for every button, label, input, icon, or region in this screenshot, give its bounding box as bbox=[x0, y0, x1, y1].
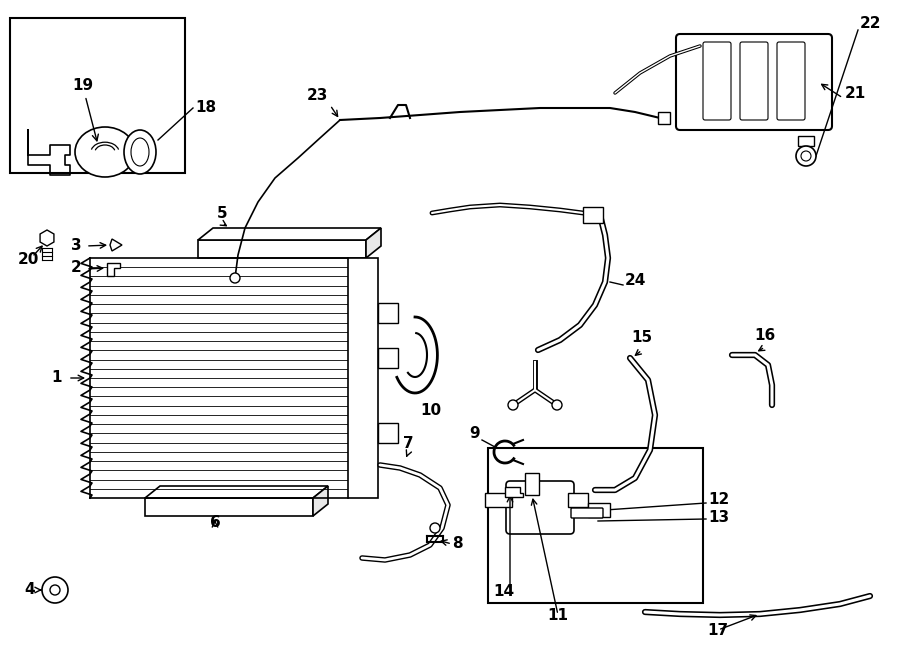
Text: 4: 4 bbox=[24, 582, 35, 598]
FancyBboxPatch shape bbox=[506, 481, 574, 534]
Ellipse shape bbox=[75, 127, 135, 177]
Text: 21: 21 bbox=[845, 86, 866, 101]
FancyBboxPatch shape bbox=[740, 42, 768, 120]
Circle shape bbox=[552, 400, 562, 410]
Polygon shape bbox=[40, 230, 54, 246]
FancyBboxPatch shape bbox=[777, 42, 805, 120]
Polygon shape bbox=[198, 228, 381, 240]
Bar bbox=[378, 303, 398, 323]
Text: 6: 6 bbox=[210, 515, 220, 530]
Text: 9: 9 bbox=[470, 426, 480, 441]
Polygon shape bbox=[588, 503, 610, 517]
Text: 20: 20 bbox=[17, 253, 39, 268]
Bar bbox=[568, 493, 588, 507]
Bar bbox=[378, 423, 398, 443]
Bar bbox=[658, 112, 670, 124]
Text: 8: 8 bbox=[452, 536, 463, 551]
Text: 24: 24 bbox=[625, 273, 646, 288]
Text: 7: 7 bbox=[402, 436, 413, 451]
Polygon shape bbox=[107, 263, 120, 276]
Text: 11: 11 bbox=[547, 608, 569, 623]
Circle shape bbox=[796, 146, 816, 166]
Text: 17: 17 bbox=[707, 623, 729, 638]
Text: 14: 14 bbox=[493, 584, 514, 598]
Text: 15: 15 bbox=[632, 330, 652, 345]
Text: 5: 5 bbox=[217, 206, 228, 221]
Text: 2: 2 bbox=[71, 260, 82, 276]
Bar bbox=[488, 448, 703, 603]
Bar bbox=[198, 240, 366, 258]
FancyBboxPatch shape bbox=[676, 34, 832, 130]
Bar bbox=[525, 473, 539, 495]
Ellipse shape bbox=[131, 138, 149, 166]
Text: 22: 22 bbox=[860, 16, 881, 31]
Circle shape bbox=[801, 151, 811, 161]
Polygon shape bbox=[366, 228, 381, 258]
Circle shape bbox=[508, 400, 518, 410]
Bar bbox=[10, 18, 185, 173]
Text: 12: 12 bbox=[708, 492, 729, 508]
Text: 1: 1 bbox=[51, 371, 62, 385]
Bar bbox=[485, 493, 512, 507]
Bar bbox=[348, 258, 378, 498]
FancyBboxPatch shape bbox=[703, 42, 731, 120]
Circle shape bbox=[230, 273, 240, 283]
Text: 16: 16 bbox=[754, 328, 776, 343]
Bar bbox=[583, 207, 603, 223]
Text: 13: 13 bbox=[708, 510, 729, 524]
Bar bbox=[378, 348, 398, 368]
Text: 3: 3 bbox=[71, 237, 82, 253]
Text: 18: 18 bbox=[195, 100, 216, 116]
Bar bbox=[145, 498, 313, 516]
Polygon shape bbox=[110, 239, 122, 251]
Text: 23: 23 bbox=[307, 88, 328, 103]
Circle shape bbox=[430, 523, 440, 533]
Bar bbox=[798, 136, 814, 146]
Circle shape bbox=[42, 577, 68, 603]
Text: 19: 19 bbox=[72, 78, 98, 141]
Ellipse shape bbox=[124, 130, 156, 174]
Text: 10: 10 bbox=[420, 403, 441, 418]
Polygon shape bbox=[145, 486, 328, 498]
Circle shape bbox=[50, 585, 60, 595]
FancyBboxPatch shape bbox=[571, 508, 603, 518]
Polygon shape bbox=[505, 487, 523, 497]
Polygon shape bbox=[313, 486, 328, 516]
